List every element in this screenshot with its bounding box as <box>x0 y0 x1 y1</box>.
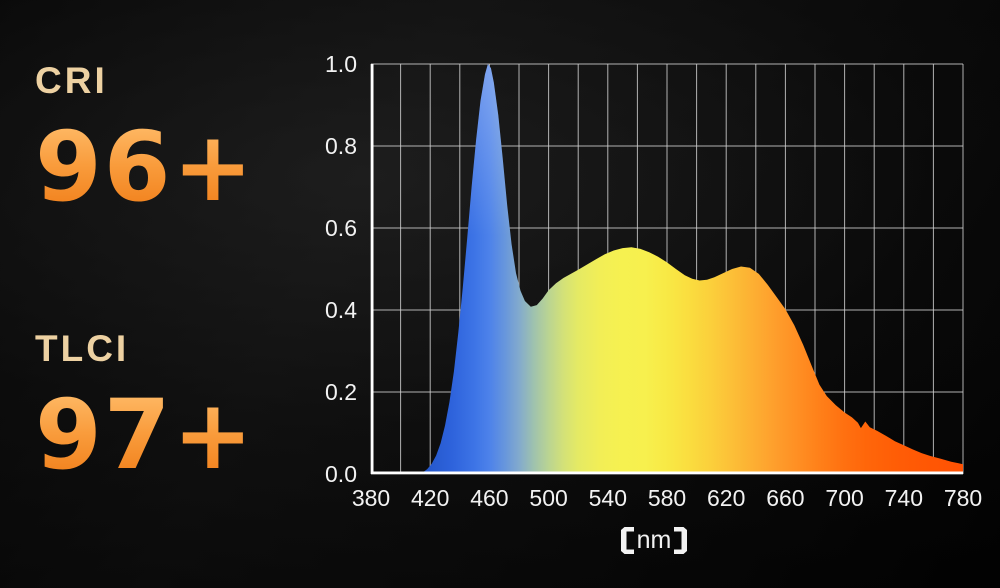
metric-cri: CRI 96+ <box>35 60 255 215</box>
x-tick-label: 380 <box>351 485 391 511</box>
left-lenticular-bracket-icon <box>620 527 634 554</box>
spectrum-plot-svg <box>370 63 964 475</box>
x-tick-label: 460 <box>470 485 509 511</box>
metric-tlci: TLCI 97+ <box>35 328 255 483</box>
x-tick-label: 500 <box>529 485 568 511</box>
x-tick-label: 780 <box>943 485 983 511</box>
spectrum-chart: 0.0 0.2 0.4 0.6 0.8 1.0 380 420 460 500 540 580 620… <box>325 52 982 554</box>
spectrum-area-highlight <box>422 64 963 474</box>
y-tick-label: 0.2 <box>325 379 357 405</box>
x-tick-label: 620 <box>707 485 746 511</box>
x-tick-label: 580 <box>647 485 687 511</box>
right-lenticular-bracket-icon <box>674 527 688 554</box>
x-tick-label: 740 <box>884 485 923 511</box>
x-axis-unit-text: nm <box>636 526 672 554</box>
y-tick-label: 0.8 <box>325 133 357 159</box>
y-tick-label: 0.6 <box>325 215 357 241</box>
x-axis-unit: nm <box>358 526 950 555</box>
axis-lines <box>371 64 963 474</box>
y-tick-label: 0.4 <box>325 297 357 323</box>
cri-value: 96+ <box>35 110 256 223</box>
x-tick-label: 660 <box>766 485 805 511</box>
cri-label: CRI <box>35 60 108 101</box>
tlci-value: 97+ <box>35 378 256 491</box>
y-tick-label: 1.0 <box>325 51 357 77</box>
x-tick-label: 700 <box>825 485 864 511</box>
y-tick-label: 0.0 <box>325 461 357 487</box>
x-tick-label: 420 <box>411 485 450 511</box>
tlci-label: TLCI <box>35 328 130 369</box>
x-tick-label: 540 <box>588 485 627 511</box>
